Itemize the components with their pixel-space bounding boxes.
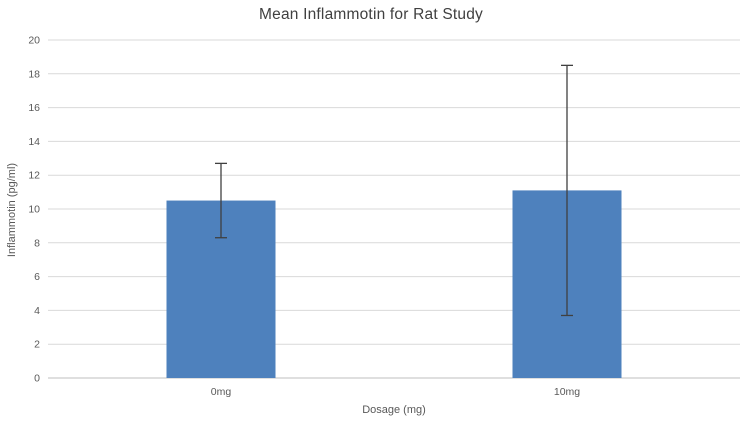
y-tick-label: 6 [34, 271, 40, 283]
y-tick-label: 8 [34, 237, 40, 249]
y-tick-label: 10 [28, 204, 40, 216]
x-tick-label: 10mg [554, 386, 580, 398]
y-tick-label: 4 [34, 305, 40, 317]
y-tick-label: 2 [34, 339, 40, 351]
y-axis-title: Inflammotin (pg/ml) [6, 162, 18, 258]
y-tick-label: 0 [34, 373, 40, 385]
y-tick-label: 18 [28, 68, 40, 80]
y-tick-label: 20 [28, 35, 40, 47]
chart-title: Mean Inflammotin for Rat Study [259, 6, 483, 23]
x-tick-label: 0mg [211, 386, 232, 398]
y-tick-label: 16 [28, 102, 40, 114]
y-tick-label: 14 [28, 136, 40, 148]
y-tick-label: 12 [28, 170, 40, 182]
x-axis-title: Dosage (mg) [362, 404, 426, 416]
